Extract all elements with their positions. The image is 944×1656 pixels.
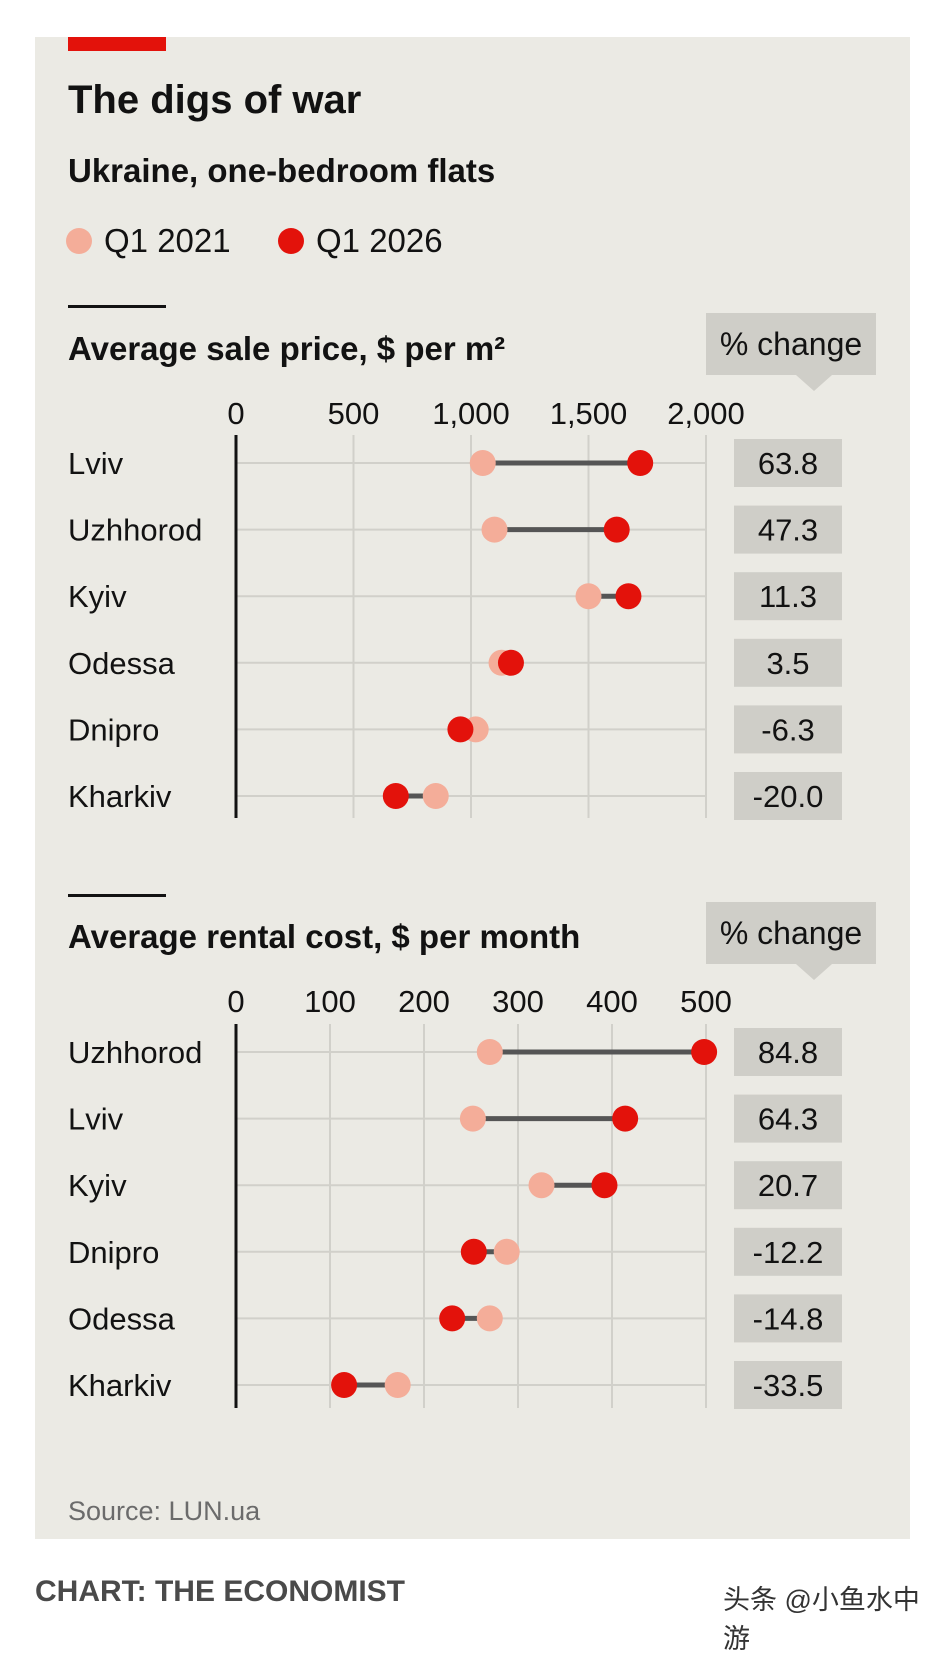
dot-q1-2021 [422,783,449,809]
watermark: 头条 @小鱼水中游 [723,1585,920,1654]
legend-q1-2021: Q1 2021 [66,222,231,260]
dot-q1-2021 [493,1238,520,1265]
source-note: Source: LUN.ua [68,1496,261,1526]
tick-label: 1,500 [550,396,628,431]
dot-q1-2021 [575,583,602,610]
tick-label: 1,000 [432,396,510,431]
dot-q1-2021 [459,1105,486,1132]
dot-q1-2021 [528,1172,555,1199]
dot-q1-2026 [382,783,409,809]
pct-change-box [734,1294,842,1343]
dot-q1-2026 [591,1172,618,1199]
category-label: Odessa [68,1301,176,1336]
dot-q1-2026 [615,583,642,610]
legend-q1-2026: Q1 2026 [278,222,443,260]
pct-change-header: % change [706,902,876,980]
category-label: Dnipro [68,712,159,747]
pct-change-box [734,705,842,754]
tick-label: 300 [492,984,544,1019]
pct-change-value: 20.7 [758,1168,818,1203]
pct-change-value: 84.8 [758,1035,818,1070]
section-rule [68,305,166,308]
pct-change-value: 63.8 [758,446,818,481]
tick-label: 0 [227,984,244,1019]
pct-change-header: % change [706,313,876,391]
category-label: Kharkiv [68,1368,172,1403]
pct-change-value: 47.3 [758,513,818,548]
tick-label: 400 [586,984,638,1019]
pct-change-box [734,439,842,487]
dot-q1-2026 [331,1372,358,1398]
dot-q1-2026 [497,649,524,676]
dot-q1-2021 [469,450,496,476]
category-label: Kyiv [68,579,127,614]
category-label: Lviv [68,1102,124,1137]
dot-q1-2026 [460,1238,487,1265]
pct-change-value: -20.0 [753,779,824,814]
dot-q1-2021 [476,1039,503,1065]
dot-q1-2026 [612,1105,639,1132]
section-rule [68,894,166,897]
legend-label: Q1 2021 [104,222,231,259]
dot-q1-2021 [481,516,508,543]
category-label: Kyiv [68,1168,127,1203]
chart-title: The digs of war [68,78,362,122]
category-label: Kharkiv [68,779,172,814]
pct-change-box [734,772,842,820]
category-label: Uzhhorod [68,1035,202,1070]
tick-label: 2,000 [667,396,745,431]
category-label: Lviv [68,446,124,481]
pct-change-box [734,1161,842,1210]
dot-q1-2021 [476,1305,503,1332]
category-label: Odessa [68,646,176,681]
pct-change-box [734,1361,842,1409]
dot-q1-2026 [691,1039,718,1065]
pct-change-box [734,638,842,687]
dot-q1-2026 [439,1305,466,1332]
pct-change-box [734,1028,842,1076]
pct-change-value: 11.3 [759,579,817,614]
pct-change-box [734,505,842,554]
pct-change-value: -33.5 [753,1368,824,1403]
pct-change-value: -12.2 [753,1235,824,1270]
pct-change-value: -14.8 [753,1301,824,1336]
brand-red-tag [68,37,166,51]
category-label: Dnipro [68,1235,159,1270]
pct-change-value: 3.5 [766,646,809,681]
section-title-sale: Average sale price, $ per m² [68,330,506,367]
dot-q1-2026 [627,450,654,476]
legend-red-dot-icon [278,228,304,254]
pct-change-box [734,1227,842,1276]
dot-q1-2026 [603,516,630,543]
tick-label: 0 [227,396,244,431]
tick-label: 500 [680,984,732,1019]
tick-label: 500 [328,396,380,431]
category-label: Uzhhorod [68,513,202,548]
dot-q1-2026 [447,716,474,743]
legend-light-dot-icon [66,228,92,254]
chart-credit: CHART: THE ECONOMIST [35,1575,405,1608]
pct-change-value: -6.3 [761,712,814,747]
dot-q1-2021 [384,1372,411,1398]
section-title-rent: Average rental cost, $ per month [68,918,581,955]
tick-label: 200 [398,984,450,1019]
pct-change-value: 64.3 [758,1102,818,1137]
pct-change-box [734,572,842,621]
chart-subtitle: Ukraine, one-bedroom flats [68,152,496,189]
pct-change-box [734,1094,842,1143]
tick-label: 100 [304,984,356,1019]
legend-label: Q1 2026 [316,222,443,259]
